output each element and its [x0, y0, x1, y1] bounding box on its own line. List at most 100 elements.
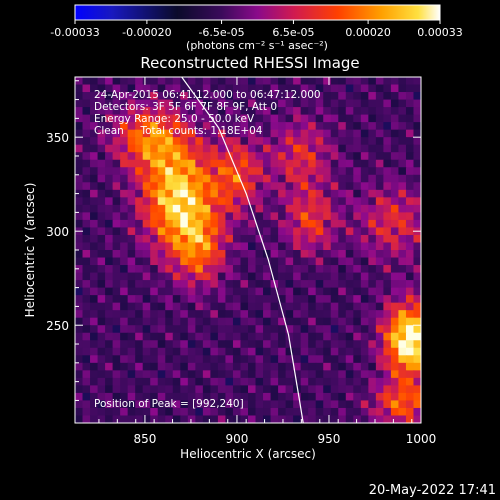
heatmap-cell	[195, 280, 204, 289]
heatmap-cell	[278, 122, 287, 131]
heatmap-cell	[105, 242, 114, 251]
heatmap-cell	[315, 377, 324, 386]
heatmap-cell	[180, 242, 189, 251]
heatmap-cell	[300, 272, 309, 281]
heatmap-cell	[75, 204, 84, 213]
heatmap-cell	[315, 295, 324, 304]
heatmap-cell	[90, 242, 99, 251]
heatmap-cell	[360, 415, 369, 423]
heatmap-cell	[240, 174, 249, 183]
heatmap-cell	[375, 107, 384, 116]
heatmap-cell	[90, 227, 99, 236]
heatmap-cell	[263, 347, 272, 356]
heatmap-cell	[248, 415, 257, 423]
heatmap-cell	[165, 407, 174, 417]
heatmap-cell	[172, 114, 181, 123]
heatmap-cell	[345, 302, 354, 311]
heatmap-cell	[127, 302, 136, 311]
heatmap-cell	[315, 99, 324, 108]
heatmap-cell	[112, 212, 121, 221]
heatmap-cell	[127, 219, 136, 229]
heatmap-cell	[202, 385, 211, 394]
heatmap-cell	[300, 114, 309, 123]
heatmap-cell	[225, 362, 234, 371]
heatmap-cell	[202, 287, 211, 296]
heatmap-cell	[248, 129, 257, 138]
heatmap-cell	[90, 265, 99, 274]
heatmap-cell	[270, 265, 279, 274]
heatmap-cell	[142, 385, 151, 394]
heatmap-cell	[345, 204, 354, 213]
heatmap-cell	[255, 129, 264, 138]
heatmap-cell	[142, 355, 151, 364]
heatmap-cell	[345, 174, 354, 183]
heatmap-cell	[135, 392, 144, 402]
heatmap-cell	[232, 182, 242, 191]
heatmap-cell	[112, 370, 121, 379]
heatmap-cell	[172, 84, 181, 93]
heatmap-cell	[413, 377, 421, 386]
heatmap-cell	[97, 137, 106, 146]
heatmap-cell	[127, 370, 136, 379]
heatmap-cell	[413, 189, 421, 198]
heatmap-cell	[285, 129, 294, 138]
heatmap-cell	[97, 400, 106, 409]
heatmap-cell	[330, 144, 339, 153]
heatmap-cell	[375, 129, 384, 138]
heatmap-cell	[232, 107, 242, 116]
heatmap-cell	[360, 310, 369, 319]
heatmap-cell	[127, 317, 136, 326]
heatmap-cell	[225, 332, 234, 341]
heatmap-cell	[217, 182, 227, 191]
heatmap-cell	[202, 77, 211, 86]
heatmap-cell	[330, 325, 339, 334]
heatmap-cell	[210, 92, 219, 101]
heatmap-cell	[195, 347, 204, 356]
heatmap-cell	[353, 137, 362, 146]
heatmap-cell	[232, 92, 242, 101]
heatmap-cell	[383, 310, 392, 319]
heatmap-cell	[180, 257, 189, 266]
heatmap-cell	[97, 272, 106, 281]
heatmap-cell	[202, 272, 211, 281]
heatmap-cell	[120, 317, 129, 326]
heatmap-cell	[285, 370, 294, 379]
heatmap-cell	[150, 287, 159, 296]
heatmap-cell	[150, 204, 159, 213]
heatmap-cell	[112, 99, 121, 108]
heatmap-cell	[383, 122, 392, 131]
heatmap-cell	[323, 287, 332, 296]
heatmap-cell	[135, 122, 144, 131]
heatmap-cell	[135, 355, 144, 364]
heatmap-cell	[360, 227, 369, 236]
heatmap-cell	[390, 400, 400, 409]
heatmap-cell	[105, 114, 114, 123]
heatmap-cell	[368, 407, 377, 417]
heatmap-cell	[187, 257, 196, 266]
heatmap-cell	[105, 137, 114, 146]
heatmap-cell	[293, 302, 302, 311]
heatmap-cell	[105, 287, 114, 296]
heatmap-cell	[210, 174, 219, 183]
heatmap-cell	[323, 99, 332, 108]
heatmap-cell	[278, 377, 287, 386]
heatmap-cell	[127, 287, 136, 296]
heatmap-cell	[248, 332, 257, 341]
heatmap-cell	[232, 144, 242, 153]
heatmap-cell	[180, 159, 189, 168]
heatmap-cell	[405, 167, 415, 176]
heatmap-cell	[157, 370, 166, 379]
colorbar-gradient	[74, 4, 441, 21]
heatmap-cell	[75, 159, 84, 168]
heatmap-cell	[135, 370, 144, 379]
heatmap-cell	[383, 280, 392, 289]
heatmap-cell	[338, 272, 347, 281]
heatmap-cell	[165, 152, 174, 161]
heatmap-cell	[308, 250, 317, 259]
heatmap-cell	[285, 295, 294, 304]
heatmap-cell	[187, 197, 196, 206]
heatmap-cell	[240, 152, 249, 161]
heatmap-cell	[255, 370, 264, 379]
colorbar: -0.00033 -0.00020 -6.5e-05 6.5e-05 0.00020 0.…	[50, 4, 463, 52]
heatmap-cell	[300, 234, 309, 244]
